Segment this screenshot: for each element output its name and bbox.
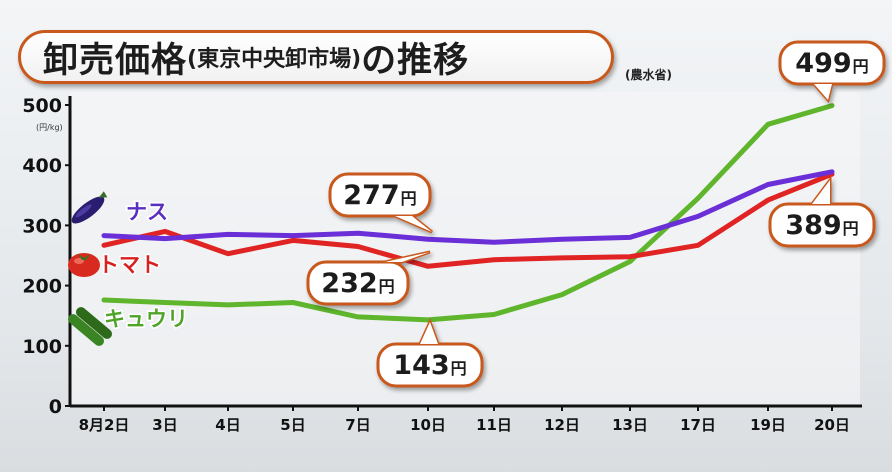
value-callout: 499円 (778, 40, 886, 104)
value-callout: 143円 (376, 318, 484, 388)
x-tick-label: 8月2日 (79, 416, 130, 434)
unit-note: (円/kg) (36, 123, 63, 132)
callout-label: 499円 (795, 48, 868, 79)
series-line-0 (101, 169, 835, 245)
x-tick-label: 4日 (215, 416, 240, 434)
x-tick-label: 5日 (280, 416, 305, 434)
x-tick-label: 10日 (410, 416, 446, 434)
callout-label: 232円 (321, 268, 394, 299)
title-main-prefix: 卸売価格 (43, 40, 188, 81)
y-tick-label: 300 (22, 215, 62, 237)
value-callout: 232円 (306, 250, 431, 306)
callout-value: 499 (795, 48, 851, 79)
callout-label: 277円 (343, 180, 416, 211)
x-tick-label: 19日 (750, 416, 786, 434)
series-line-1 (101, 171, 835, 269)
y-tick-label: 200 (22, 276, 62, 298)
y-tick-label: 0 (49, 396, 62, 418)
callout-unit: 円 (451, 359, 467, 378)
chart-title: 卸売価格 (東京中央卸市場) の推移 (18, 30, 614, 84)
series-label: トマト (98, 253, 161, 277)
callout-value: 389 (785, 210, 841, 241)
callout-box (328, 172, 432, 218)
value-callout: 277円 (328, 172, 433, 234)
title-main-suffix: の推移 (361, 40, 470, 81)
callout-tail-fill (420, 322, 438, 344)
x-tick-label: 13日 (612, 416, 648, 434)
y-tick-label: 400 (22, 155, 62, 177)
callout-tail-fill (395, 216, 432, 232)
series-label: キュウリ (104, 307, 188, 331)
callout-label: 143円 (393, 350, 466, 381)
callout-value: 232 (321, 268, 377, 299)
x-tick-label: 12日 (544, 416, 580, 434)
series-label: ナス (126, 200, 168, 224)
tomato-icon (68, 253, 100, 277)
value-callout: 389円 (768, 175, 876, 248)
eggplant-icon (71, 191, 108, 224)
source-label: (農水省) (625, 68, 672, 82)
callout-tail-fill (385, 252, 430, 262)
x-tick-label: 7日 (345, 416, 370, 434)
callout-unit: 円 (853, 57, 869, 76)
title-market-name: (東京中央卸市場) (187, 47, 362, 72)
y-tick-label: 500 (22, 95, 62, 117)
callout-unit: 円 (843, 219, 859, 238)
callout-unit: 円 (401, 189, 417, 208)
series-line-2 (101, 103, 835, 323)
x-tick-label: 20日 (814, 416, 850, 434)
cucumber-icon (67, 307, 113, 346)
callout-label: 389円 (785, 210, 858, 241)
callout-unit: 円 (379, 277, 395, 296)
y-tick-label: 100 (22, 336, 62, 358)
callout-value: 143 (393, 350, 449, 381)
callout-value: 277 (343, 180, 399, 211)
callout-tail-fill (814, 84, 832, 100)
x-tick-label: 17日 (680, 416, 716, 434)
x-tick-label: 11日 (476, 416, 512, 434)
callout-tail-fill (812, 180, 830, 204)
x-tick-label: 3日 (152, 416, 177, 434)
callout-box (306, 260, 410, 306)
